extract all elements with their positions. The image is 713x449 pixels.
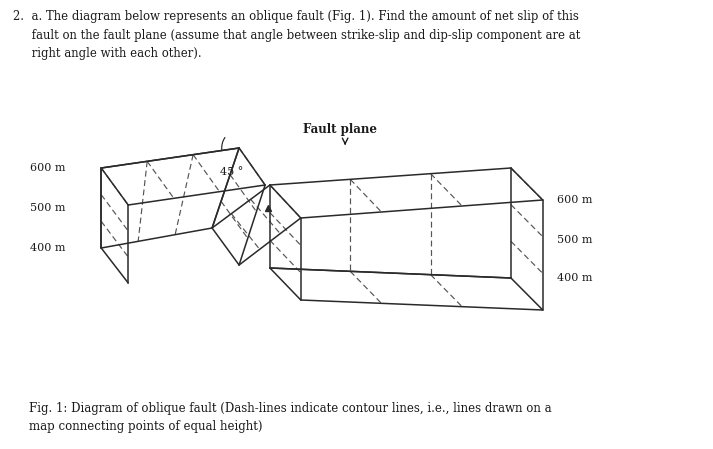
Text: Fig. 1: Diagram of oblique fault (Dash-lines indicate contour lines, i.e., lines: Fig. 1: Diagram of oblique fault (Dash-l… xyxy=(29,402,552,433)
Text: 600 m: 600 m xyxy=(557,195,593,205)
Text: 45 °: 45 ° xyxy=(220,167,243,177)
Text: 600 m: 600 m xyxy=(30,163,66,173)
Text: 500 m: 500 m xyxy=(557,235,593,245)
Text: 2.  a. The diagram below represents an oblique fault (Fig. 1). Find the amount o: 2. a. The diagram below represents an ob… xyxy=(14,10,581,60)
Text: 400 m: 400 m xyxy=(30,243,66,253)
Text: 500 m: 500 m xyxy=(30,203,66,213)
Text: Fault plane: Fault plane xyxy=(303,123,377,136)
Text: 400 m: 400 m xyxy=(557,273,593,283)
